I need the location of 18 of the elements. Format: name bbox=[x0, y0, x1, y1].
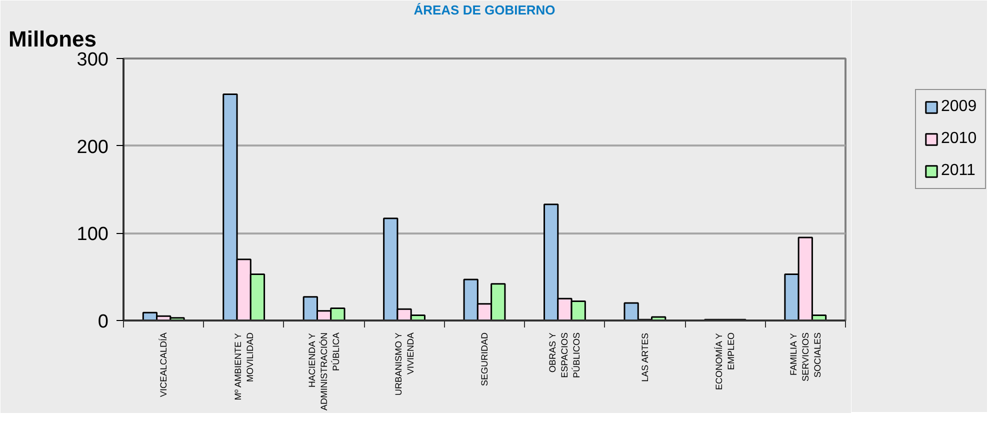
x-tick-label: FAMILIA Y SERVICIOS SOCIALES bbox=[788, 332, 822, 382]
x-tick-label: URBANISMO Y VIVIENDA bbox=[393, 332, 416, 396]
y-tick-label: 0 bbox=[98, 312, 109, 332]
x-tick-label: LAS ARTES bbox=[640, 332, 650, 382]
y-tick-label: 300 bbox=[76, 50, 108, 70]
legend-label: 2011 bbox=[941, 162, 976, 180]
y-tick-label: 200 bbox=[76, 136, 108, 158]
x-tick-label: ECONOMÍA Y EMPLEO bbox=[714, 332, 736, 390]
x-tick-label: HACIENDA Y ADMINISTRACIÓN PÚBLICA bbox=[307, 332, 342, 411]
chart-title: ÁREAS DE GOBIERNO bbox=[414, 2, 556, 18]
x-tick-label: VICEALCALDÍA bbox=[158, 332, 169, 398]
y-axis-title: Millones bbox=[8, 26, 97, 52]
legend-label: 2010 bbox=[941, 130, 977, 148]
y-tick-label: 100 bbox=[76, 224, 108, 246]
x-tick-label: Mº AMBIENTE Y MOVILIDAD bbox=[232, 332, 255, 400]
legend-label: 2009 bbox=[941, 98, 977, 116]
x-tick-label: OBRAS Y ESPACIOS PÚBLICOS bbox=[548, 332, 582, 378]
x-tick-label: SEGURIDAD bbox=[480, 332, 490, 386]
